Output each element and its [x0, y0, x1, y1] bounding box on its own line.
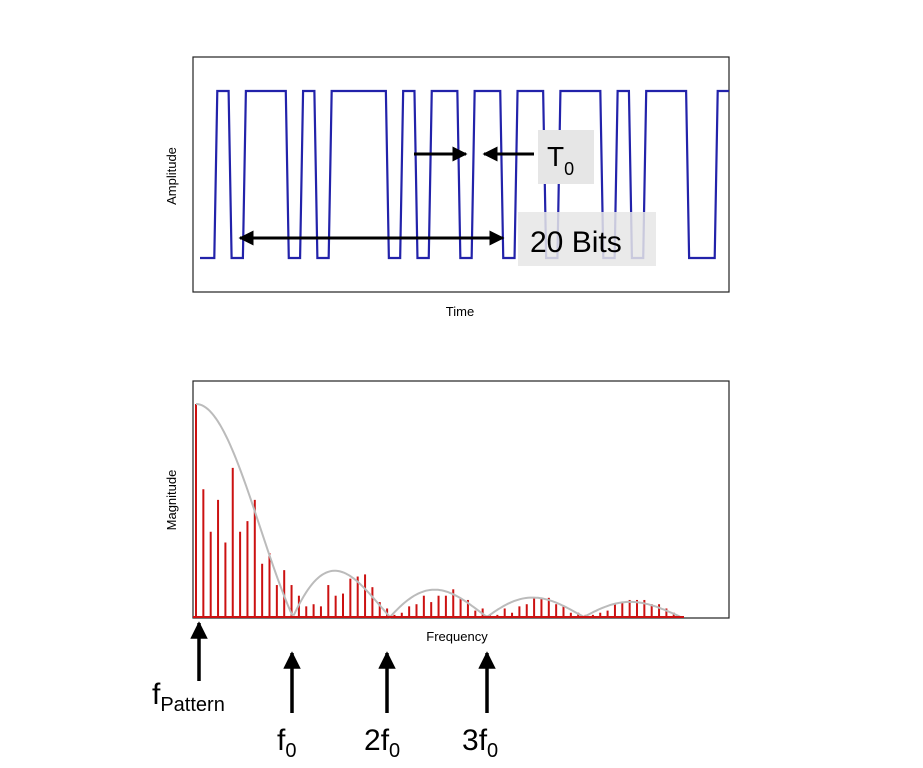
period-label-subscript: 0: [564, 159, 574, 179]
time-domain-plot: Amplitude Time T0 20 Bits: [164, 56, 730, 319]
period-label: T0: [547, 141, 574, 179]
spectrum-plot: Magnitude Frequency: [164, 380, 730, 644]
pattern-length-label: 20 Bits: [530, 226, 622, 259]
2f0-label: 2f0: [364, 724, 400, 762]
3f0-subscript: 0: [487, 740, 498, 762]
period-label-box: [538, 130, 594, 184]
magnitude-axis-label: Magnitude: [164, 470, 179, 531]
frequency-axis-label: Frequency: [426, 629, 488, 644]
f-pattern-subscript: Pattern: [160, 694, 224, 716]
f-pattern-label: fPattern: [152, 678, 225, 716]
pattern-label-box: [518, 212, 656, 266]
f0-subscript: 0: [285, 740, 296, 762]
bit-pattern-waveform: [200, 89, 729, 260]
spectrum-plot-frame: [192, 380, 730, 619]
amplitude-axis-label: Amplitude: [164, 147, 179, 205]
f0-label: f0: [277, 724, 296, 762]
time-axis-label: Time: [446, 304, 474, 319]
3f0-label: 3f0: [462, 724, 498, 762]
2f0-subscript: 0: [389, 740, 400, 762]
sinc-envelope-curve: [195, 403, 681, 619]
frequency-markers: fPattern f0 2f0 3f0: [152, 621, 498, 762]
